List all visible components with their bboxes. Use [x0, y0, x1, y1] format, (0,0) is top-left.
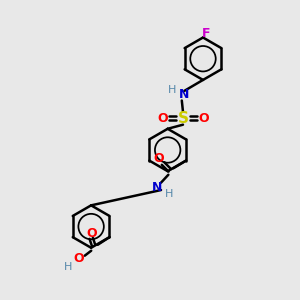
Text: H: H: [168, 85, 176, 94]
Text: S: S: [178, 111, 188, 126]
Text: H: H: [164, 189, 173, 199]
Text: O: O: [157, 112, 168, 125]
Text: H: H: [64, 262, 72, 272]
Text: O: O: [74, 252, 84, 265]
Text: O: O: [198, 112, 209, 125]
Text: O: O: [153, 152, 164, 165]
Text: F: F: [202, 27, 211, 40]
Text: N: N: [178, 88, 189, 101]
Text: N: N: [152, 181, 163, 194]
Text: O: O: [86, 226, 97, 239]
